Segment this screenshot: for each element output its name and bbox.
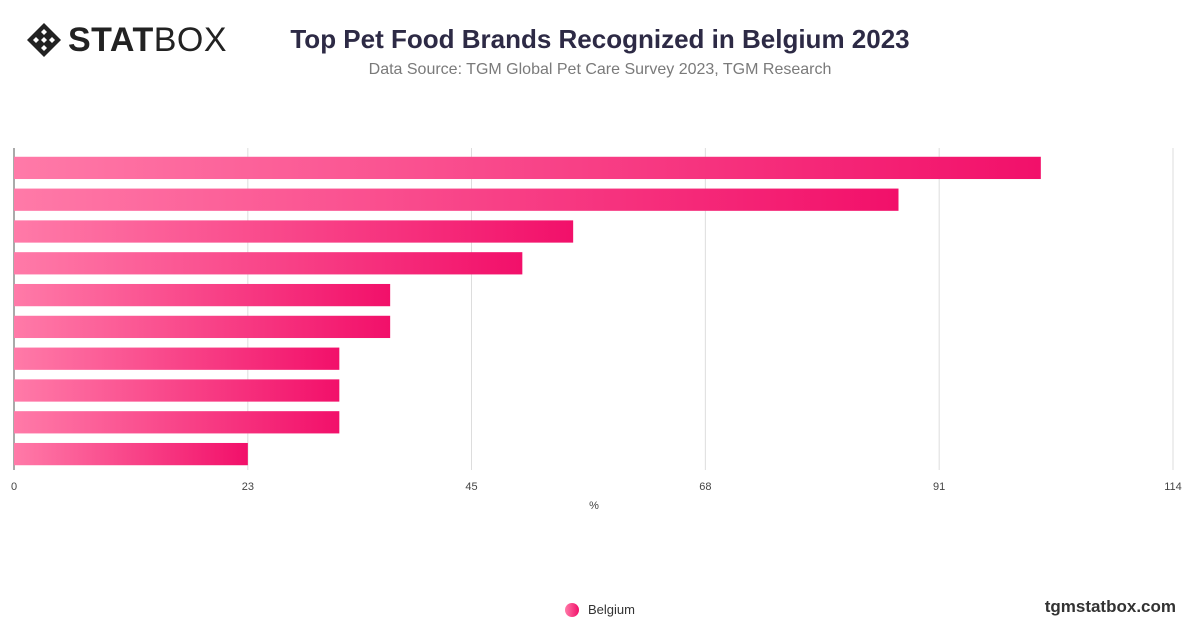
bar[interactable] [14,188,899,211]
chart-title: Top Pet Food Brands Recognized in Belgiu… [290,24,910,54]
bar[interactable] [14,379,340,402]
chart-subtitle: Data Source: TGM Global Pet Care Survey … [368,61,832,78]
x-tick-label: 45 [465,481,477,493]
legend: Belgium [0,602,1200,617]
bar[interactable] [14,411,340,434]
x-tick-label: 0 [11,481,17,493]
bar[interactable] [14,347,340,370]
bar[interactable] [14,220,574,243]
x-tick-label: 114 [1164,481,1182,493]
legend-swatch [565,602,580,617]
bar[interactable] [14,156,1041,180]
x-tick-label: 91 [933,481,945,493]
site-url: tgmstatbox.com [1044,597,1176,616]
logo-text-light: BOX [153,21,228,59]
bar[interactable] [14,252,523,275]
bar[interactable] [14,315,391,339]
diamond-grid-icon [27,23,61,57]
x-tick-label: 23 [242,481,254,493]
bar[interactable] [14,442,248,466]
statbox-logo: STATBOX [26,22,227,58]
legend-label-belgium: Belgium [588,602,635,617]
x-axis-label: % [589,500,599,512]
logo-text-bold: STAT [68,21,154,59]
bar[interactable] [14,283,391,307]
bar-chart: 0 23 45 68 91 114 % [11,148,1182,512]
x-tick-label: 68 [699,481,711,493]
